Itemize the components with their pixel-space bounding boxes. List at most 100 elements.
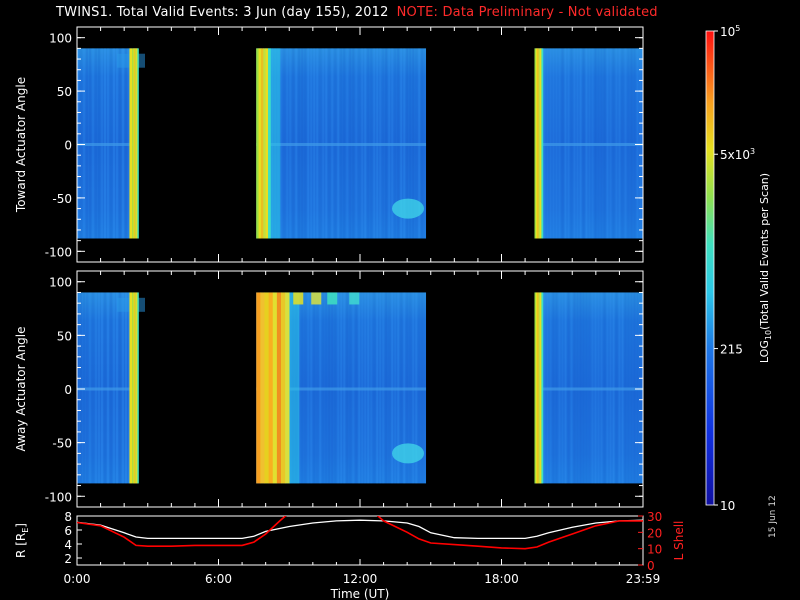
stripe-band [265, 48, 269, 239]
y-tick-label: 0 [64, 139, 72, 153]
stripe-band [263, 48, 267, 239]
bright-stripe [256, 292, 360, 484]
stripe-band [541, 48, 544, 239]
colorbar-label: LOG10(Total Valid Events per Scan) [758, 173, 773, 363]
data-segment [534, 292, 643, 484]
stripe-band [538, 48, 541, 239]
date-stamp: 15 Jun 12 [768, 495, 778, 538]
heatmap-panel-2: 100 50 0 -50 -100 Away Actuator Angle [14, 270, 644, 508]
hot-spot [311, 292, 322, 305]
data-segment [77, 48, 145, 239]
bright-stripe [256, 48, 281, 239]
data-segment [534, 48, 643, 239]
stripe-band [540, 48, 542, 239]
stripe-band [134, 292, 136, 484]
stripe-band [133, 48, 135, 239]
y-tick-label: 0 [64, 383, 72, 397]
bright-stripe [534, 292, 544, 484]
colorbar-tick-base: 10 [720, 25, 735, 39]
stripe-band [538, 292, 541, 484]
zero-angle-band [256, 143, 427, 146]
stripe-band [264, 292, 270, 484]
left-tick-label: 2 [64, 552, 72, 566]
data-segment [77, 292, 145, 484]
stripe-band [260, 48, 264, 239]
stripe-band [258, 48, 262, 239]
left-axis-label-main: R [R [14, 533, 28, 558]
y-tick-label: 100 [49, 32, 72, 46]
colorbar-tick-label: 215 [720, 343, 743, 357]
left-tick-label: 6 [64, 524, 72, 538]
page-title: TWINS1. Total Valid Events: 3 Jun (day 1… [56, 5, 658, 20]
stripe-band [256, 292, 261, 484]
bright-stripe [129, 48, 139, 239]
zero-angle-band [534, 143, 643, 146]
colorbar-label-sub: 10 [764, 330, 773, 340]
hot-spot [293, 292, 304, 305]
stripe-band [535, 48, 538, 239]
colorbar-label-tail: (Total Valid Events per Scan) [758, 173, 771, 330]
right-tick-label: 30 [647, 510, 662, 524]
stripe-band [137, 292, 139, 484]
zero-angle-band [77, 387, 139, 391]
colorbar-tick-base: 5x10 [720, 148, 750, 162]
y-tick-label: -100 [45, 245, 72, 259]
right-tick-label: 0 [647, 559, 655, 573]
data-segment [256, 292, 427, 484]
colorbar-gradient [705, 30, 715, 506]
x-tick-label: 18:00 [484, 572, 519, 586]
stripe-band [272, 292, 278, 484]
colorbar-tick-label: 105 [720, 24, 740, 39]
stripe-band [540, 292, 542, 484]
y-tick-label: 50 [57, 85, 72, 99]
right-axis-label: L Shell [672, 521, 686, 561]
stripe-band [535, 292, 538, 484]
left-axis-label: R [RE] [14, 523, 30, 558]
stripe-band [276, 292, 282, 484]
panel-frame [76, 515, 644, 566]
stripe-band [268, 292, 274, 484]
left-axis-label-tail: ] [14, 523, 28, 528]
y-axis-label: Toward Actuator Angle [14, 77, 28, 213]
stripe-band [133, 292, 135, 484]
stripe-band [534, 292, 537, 484]
colorbar-tick-label: 5x103 [720, 147, 755, 162]
stripe-band [268, 48, 271, 239]
left-axis-label-sub: E [21, 528, 30, 533]
x-tick-label: 6:00 [205, 572, 232, 586]
colorbar-tick-base: 10 [720, 499, 735, 513]
stripe-fade [289, 292, 300, 484]
right-tick-label: 20 [647, 526, 662, 540]
data-segment [256, 48, 427, 239]
stripe-band [260, 292, 265, 484]
y-axis-label: Away Actuator Angle [14, 326, 28, 451]
left-tick-label: 4 [64, 538, 72, 552]
stripe-band [534, 48, 537, 239]
title-text: TWINS1. Total Valid Events: 3 Jun (day 1… [56, 5, 389, 20]
preliminary-note: NOTE: Data Preliminary - Not validated [396, 5, 658, 20]
colorbar-tick-base: 215 [720, 343, 743, 357]
x-axis-label: Time (UT) [330, 587, 390, 600]
stripe-band [136, 292, 138, 484]
colorbar-label-main: LOG [758, 340, 771, 363]
stripe-edge [129, 292, 133, 484]
stripe-band [256, 48, 260, 239]
right-tick-label: 10 [647, 543, 662, 557]
stripe-band [136, 48, 138, 239]
heatmap-panel-1: 100 50 0 -50 -100 Toward Actuator Angle [14, 26, 644, 263]
x-tick-label: 0:00 [64, 572, 91, 586]
stripe-band [132, 48, 134, 239]
stripe-band [134, 48, 136, 239]
zero-angle-band [256, 387, 427, 391]
stripe-band [285, 292, 290, 484]
stripe-band [537, 48, 540, 239]
y-tick-label: -100 [45, 490, 72, 504]
bright-stripe [129, 292, 139, 484]
y-tick-label: -50 [52, 192, 72, 206]
stripe-band [135, 48, 137, 239]
x-tick-label: 23:59 [626, 572, 661, 586]
stripe-band [280, 292, 286, 484]
stripe-band [541, 292, 544, 484]
